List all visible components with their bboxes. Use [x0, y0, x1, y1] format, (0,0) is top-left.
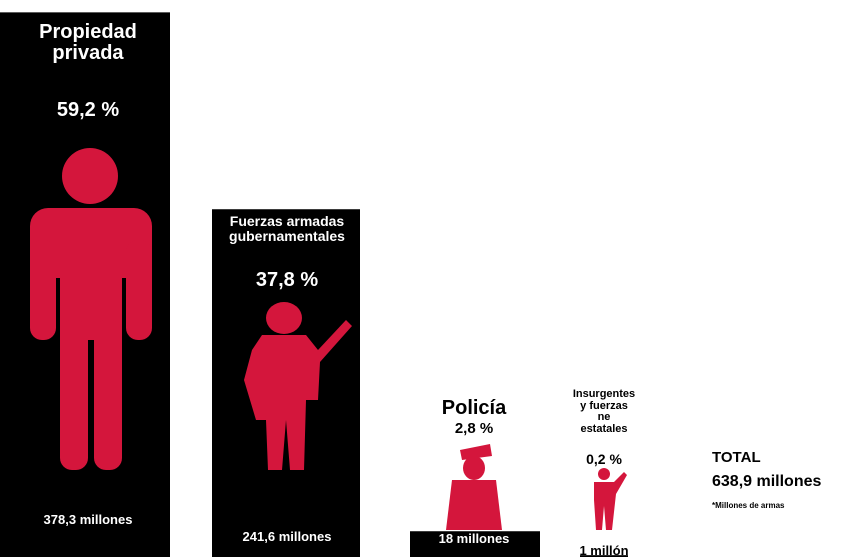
value-label: 0,2 %	[586, 451, 622, 467]
amount-label: 241,6 millones	[242, 529, 332, 544]
bar	[410, 531, 540, 557]
value-label: 2,8 %	[454, 420, 494, 437]
police-icon	[446, 444, 502, 530]
category-label: Insurgentes y fuerzas ne estatales	[572, 388, 636, 435]
category-label: Fuerzas armadas gubernamentales	[229, 213, 345, 244]
value-label: 59,2 %	[56, 99, 120, 121]
category-label: Propiedad privada	[39, 21, 137, 64]
total-label: 638,9 millones	[712, 473, 822, 490]
note: *Millones de armas	[712, 501, 785, 510]
insurgent-icon	[594, 468, 627, 530]
total-title: TOTAL	[712, 449, 761, 466]
amount-label: 378,3 millones	[43, 512, 133, 527]
value-label: 37,8 %	[255, 269, 319, 291]
bar	[580, 555, 628, 557]
soldier-icon	[244, 302, 352, 470]
category-label: Policía	[441, 397, 507, 419]
figures	[30, 148, 627, 530]
person-icon	[30, 148, 152, 470]
amount-label: 18 millones	[438, 531, 510, 546]
amount-label: 1 millón	[579, 543, 629, 557]
